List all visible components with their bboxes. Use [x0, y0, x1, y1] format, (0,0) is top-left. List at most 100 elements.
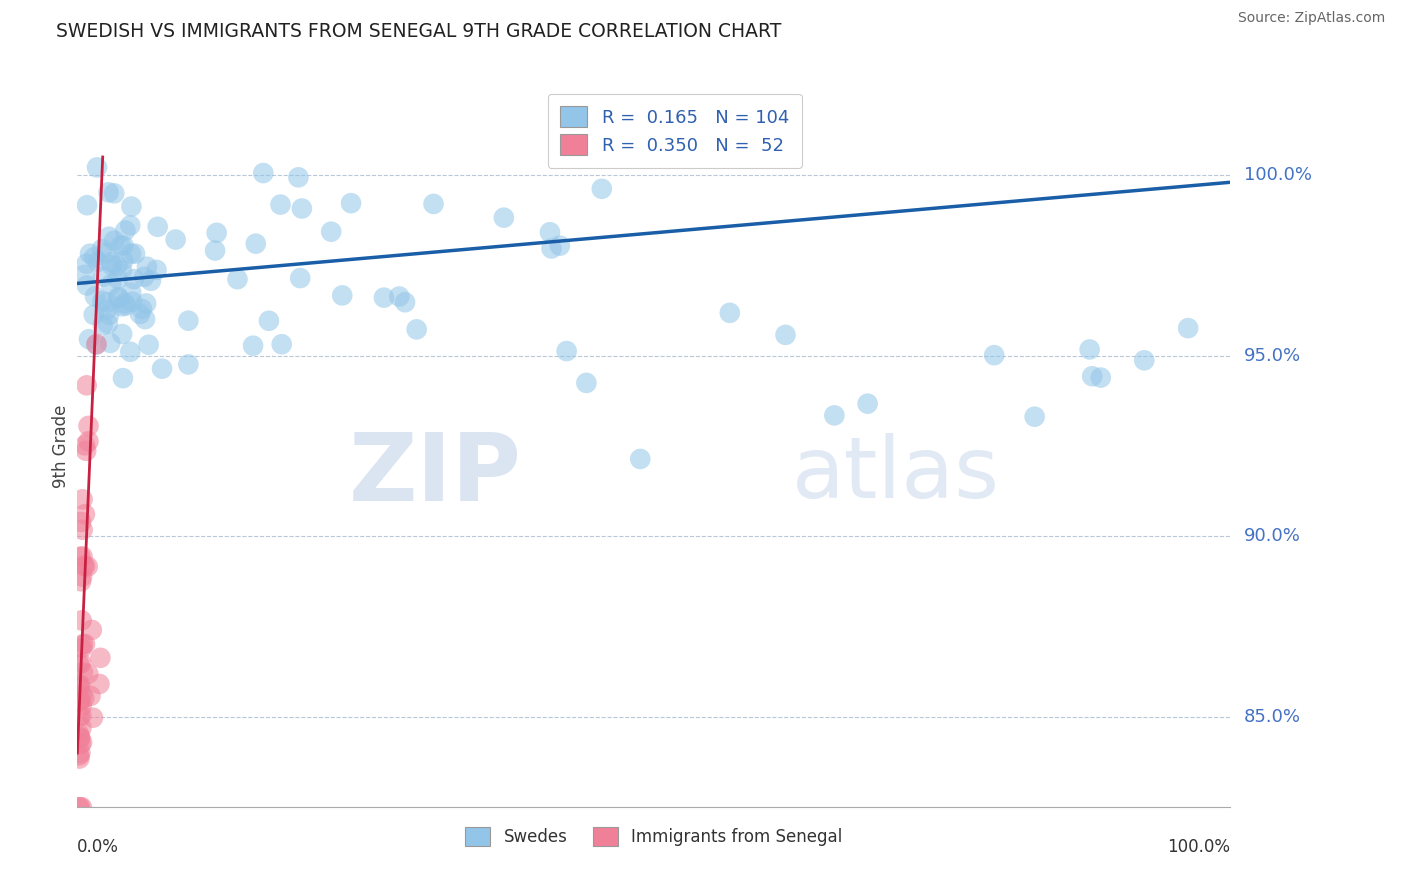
Text: ZIP: ZIP — [349, 429, 522, 521]
Point — [131, 301, 153, 316]
Point — [122, 272, 145, 286]
Point — [575, 376, 598, 390]
Point — [72, 549, 94, 564]
Point — [73, 507, 96, 521]
Point — [100, 258, 122, 272]
Point — [540, 242, 562, 256]
Point — [79, 246, 101, 260]
Point — [94, 246, 117, 260]
Point — [111, 371, 134, 385]
Point — [69, 549, 91, 564]
Point — [70, 687, 93, 701]
Point — [321, 225, 343, 239]
Point — [270, 337, 292, 351]
Point — [84, 289, 107, 303]
Point — [67, 800, 90, 814]
Point — [1090, 370, 1112, 384]
Point — [83, 308, 105, 322]
Point — [103, 186, 125, 201]
Point — [135, 260, 157, 274]
Point — [76, 257, 98, 271]
Point — [70, 614, 93, 628]
Point — [111, 299, 134, 313]
Point — [69, 694, 91, 708]
Point — [718, 306, 741, 320]
Text: 100.0%: 100.0% — [1244, 166, 1312, 184]
Point — [1024, 409, 1046, 424]
Point — [287, 170, 309, 185]
Point — [96, 295, 118, 310]
Point — [177, 358, 200, 372]
Point — [97, 186, 120, 200]
Point — [1078, 343, 1101, 357]
Point — [775, 327, 797, 342]
Point — [114, 223, 136, 237]
Point — [72, 492, 94, 507]
Text: 0.0%: 0.0% — [77, 838, 120, 855]
Point — [76, 559, 98, 574]
Point — [98, 229, 121, 244]
Point — [96, 302, 118, 317]
Point — [205, 226, 228, 240]
Point — [121, 294, 143, 309]
Point — [72, 637, 94, 651]
Point — [70, 656, 93, 670]
Point — [69, 709, 91, 723]
Point — [165, 233, 187, 247]
Point — [67, 727, 90, 741]
Point — [120, 344, 142, 359]
Point — [87, 255, 110, 269]
Point — [226, 272, 249, 286]
Point — [135, 296, 157, 310]
Point — [120, 200, 142, 214]
Text: 85.0%: 85.0% — [1244, 708, 1301, 726]
Point — [330, 288, 353, 302]
Text: SWEDISH VS IMMIGRANTS FROM SENEGAL 9TH GRADE CORRELATION CHART: SWEDISH VS IMMIGRANTS FROM SENEGAL 9TH G… — [56, 22, 782, 41]
Point — [150, 361, 173, 376]
Point — [67, 751, 90, 765]
Point — [340, 196, 363, 211]
Point — [70, 699, 93, 714]
Point — [110, 238, 132, 252]
Point — [73, 559, 96, 574]
Point — [73, 637, 96, 651]
Point — [70, 569, 93, 583]
Point — [77, 418, 100, 433]
Point — [129, 307, 152, 321]
Point — [394, 295, 416, 310]
Point — [388, 289, 411, 303]
Point — [77, 332, 100, 346]
Point — [86, 161, 108, 175]
Point — [1177, 321, 1199, 335]
Point — [69, 678, 91, 692]
Point — [290, 271, 312, 285]
Point — [114, 296, 136, 310]
Point — [492, 211, 515, 225]
Point — [120, 285, 142, 300]
Point — [146, 219, 169, 234]
Point — [111, 263, 134, 277]
Point — [100, 255, 122, 269]
Point — [134, 312, 156, 326]
Point — [112, 238, 135, 252]
Point — [242, 339, 264, 353]
Point — [69, 800, 91, 814]
Point — [257, 314, 280, 328]
Point — [75, 438, 97, 452]
Point — [1081, 369, 1104, 384]
Text: 90.0%: 90.0% — [1244, 527, 1301, 545]
Point — [422, 197, 444, 211]
Point — [177, 314, 200, 328]
Point — [70, 515, 93, 529]
Point — [70, 800, 93, 814]
Point — [100, 277, 122, 292]
Point — [252, 166, 274, 180]
Point — [67, 657, 90, 672]
Point — [70, 574, 93, 589]
Point — [70, 721, 93, 735]
Point — [83, 251, 105, 265]
Point — [70, 735, 93, 749]
Point — [98, 308, 121, 322]
Point — [89, 650, 111, 665]
Point — [1133, 353, 1156, 368]
